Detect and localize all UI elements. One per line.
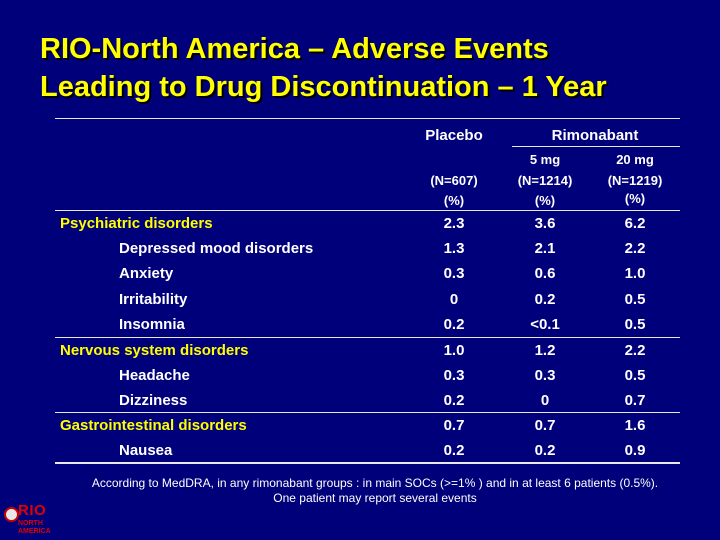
logo-name: RIO <box>18 502 47 519</box>
cell-placebo: 0.7 <box>443 417 465 434</box>
row-label: Headache <box>119 367 190 384</box>
header-rimonabant: Rimonabant <box>551 127 639 144</box>
footnote-line-2: One patient may report several events <box>273 491 477 505</box>
cell-rimonabant-5mg: 3.6 <box>534 215 556 232</box>
category-label: Nervous system disorders <box>60 342 249 359</box>
cell-rimonabant-5mg: 0.6 <box>534 265 556 282</box>
rio-logo: RIO NORTH AMERICA <box>4 502 54 538</box>
cell-rimonabant-5mg: 0.7 <box>534 417 556 434</box>
cell-placebo: 0.2 <box>443 392 465 409</box>
cell-rimonabant-5mg: 0.2 <box>534 291 556 308</box>
cell-rimonabant-5mg: 2.1 <box>534 240 556 257</box>
table-top-rule <box>55 118 680 119</box>
logo-mark-icon <box>4 507 19 522</box>
logo-subtitle-line-1: NORTH <box>18 520 43 527</box>
cell-rimonabant-5mg: <0.1 <box>530 316 560 333</box>
cell-rimonabant-20mg: 1.0 <box>624 265 646 282</box>
section-rule <box>55 412 680 413</box>
logo-subtitle: NORTH AMERICA <box>18 520 51 536</box>
cell-rimonabant-20mg: 0.5 <box>624 316 646 333</box>
header-placebo: Placebo <box>425 127 483 144</box>
header-bottom-rule <box>55 210 680 211</box>
cell-rimonabant-20mg: 6.2 <box>624 215 646 232</box>
cell-rimonabant-5mg: 0.3 <box>534 367 556 384</box>
row-label: Dizziness <box>119 392 188 409</box>
slide-title-line-1: RIO-North America – Adverse Events <box>40 33 549 65</box>
header-pct-20mg: (%) <box>624 191 646 206</box>
cell-placebo: 0.2 <box>443 316 465 333</box>
category-label: Psychiatric disorders <box>60 215 213 232</box>
cell-placebo: 0 <box>449 291 459 308</box>
header-dose-20mg: 20 mg <box>616 152 654 167</box>
cell-rimonabant-20mg: 1.6 <box>624 417 646 434</box>
row-label: Irritability <box>119 291 188 308</box>
footnote-line-1: According to MedDRA, in any rimonabant g… <box>91 476 659 490</box>
row-label: Nausea <box>119 442 173 459</box>
cell-placebo: 1.3 <box>443 240 465 257</box>
cell-placebo: 1.0 <box>443 342 465 359</box>
row-label: Anxiety <box>119 265 174 282</box>
logo-subtitle-line-2: AMERICA <box>18 528 51 535</box>
cell-rimonabant-20mg: 0.7 <box>624 392 646 409</box>
slide-title-line-2: Leading to Drug Discontinuation – 1 Year <box>40 71 607 103</box>
cell-rimonabant-5mg: 0 <box>540 392 550 409</box>
cell-rimonabant-20mg: 0.9 <box>624 442 646 459</box>
table-bottom-rule <box>55 462 680 464</box>
rimonabant-header-rule <box>512 146 680 147</box>
cell-placebo: 0.2 <box>443 442 465 459</box>
cell-rimonabant-20mg: 2.2 <box>624 342 646 359</box>
cell-rimonabant-5mg: 0.2 <box>534 442 556 459</box>
row-label: Insomnia <box>119 316 185 333</box>
cell-rimonabant-20mg: 0.5 <box>624 291 646 308</box>
header-pct-placebo: (%) <box>443 193 465 208</box>
cell-rimonabant-20mg: 0.5 <box>624 367 646 384</box>
footnote: According to MedDRA, in any rimonabant g… <box>30 476 720 506</box>
cell-placebo: 0.3 <box>443 367 465 384</box>
cell-placebo: 2.3 <box>443 215 465 232</box>
cell-rimonabant-5mg: 1.2 <box>534 342 556 359</box>
header-n-5mg: (N=1214) <box>517 173 573 188</box>
section-rule <box>55 337 680 338</box>
header-n-placebo: (N=607) <box>430 173 478 188</box>
cell-placebo: 0.3 <box>443 265 465 282</box>
header-n-20mg: (N=1219) <box>607 173 663 188</box>
row-label: Depressed mood disorders <box>119 240 314 257</box>
header-pct-5mg: (%) <box>534 193 556 208</box>
header-dose-5mg: 5 mg <box>529 152 561 167</box>
category-label: Gastrointestinal disorders <box>60 417 247 434</box>
cell-rimonabant-20mg: 2.2 <box>624 240 646 257</box>
slide-title: RIO-North America – Adverse Events Leadi… <box>40 30 710 106</box>
